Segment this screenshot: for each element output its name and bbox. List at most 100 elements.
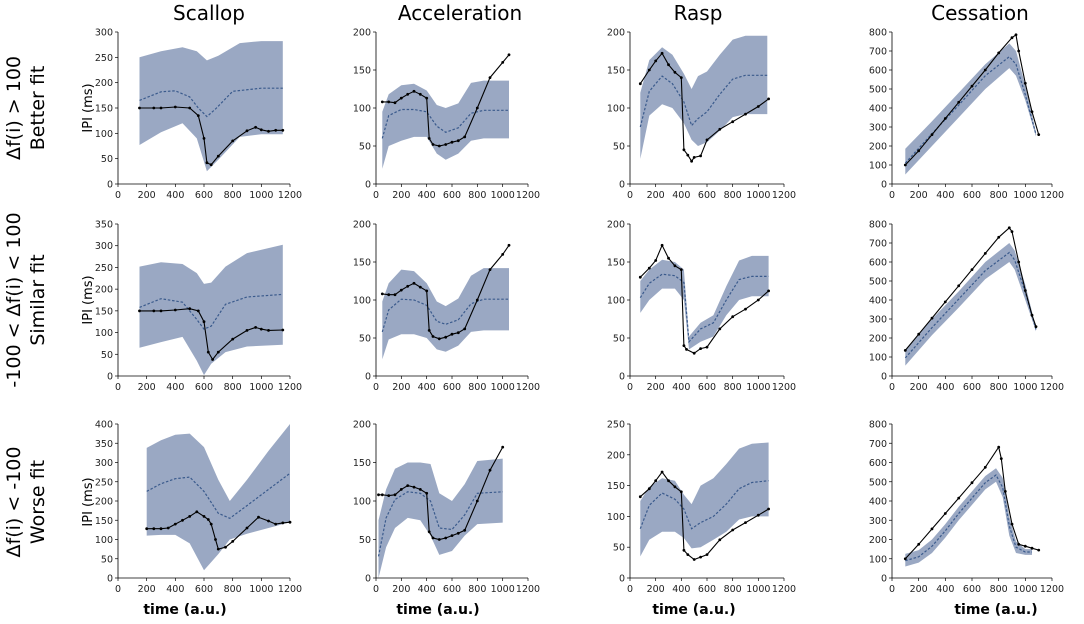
observed-point — [202, 320, 206, 324]
x-tick-label: 1200 — [516, 190, 540, 201]
observed-point — [917, 332, 921, 336]
model-mean-line — [139, 293, 283, 330]
x-tick-label: 0 — [627, 190, 633, 201]
y-tick-label: 150 — [607, 481, 625, 492]
observed-point — [152, 527, 156, 531]
y-tick-label: 300 — [95, 458, 113, 469]
y-tick-label: 700 — [869, 47, 887, 58]
observed-point — [444, 536, 448, 540]
observed-point — [387, 494, 391, 497]
observed-point — [1010, 230, 1014, 234]
observed-point — [152, 106, 156, 110]
observed-point — [756, 298, 760, 302]
x-tick-label: 600 — [698, 190, 716, 201]
observed-point — [667, 63, 670, 67]
observed-point — [660, 243, 664, 247]
observed-point — [685, 348, 688, 351]
observed-point — [431, 143, 435, 146]
x-tick-label: 800 — [468, 584, 486, 595]
y-tick-label: 0 — [881, 180, 887, 191]
observed-point — [686, 153, 690, 157]
observed-point — [756, 513, 760, 517]
observed-point — [1037, 548, 1041, 552]
x-tick-label: 800 — [990, 584, 1008, 595]
observed-point — [475, 298, 479, 302]
y-tick-label: 800 — [869, 220, 887, 231]
x-tick-label: 1000 — [491, 584, 515, 595]
x-tick-label: 400 — [418, 584, 436, 595]
observed-point — [267, 129, 270, 133]
observed-point — [692, 351, 696, 355]
col-title-scallop: Scallop — [173, 1, 245, 25]
x-tick-label: 800 — [224, 382, 242, 393]
observed-line — [904, 226, 1037, 351]
observed-point — [930, 527, 934, 531]
y-tick-label: 100 — [869, 554, 887, 565]
y-tick-label: 0 — [365, 372, 371, 383]
observed-point — [1010, 36, 1014, 40]
y-tick-label: 400 — [95, 420, 113, 431]
y-tick-label: 0 — [619, 180, 625, 191]
x-tick-label: 800 — [724, 584, 742, 595]
x-tick-label: 0 — [373, 382, 379, 393]
observed-point — [281, 128, 285, 132]
observed-point — [431, 536, 435, 540]
confidence-band — [640, 255, 769, 350]
observed-point — [399, 488, 403, 491]
observed-point — [450, 534, 454, 537]
y-tick-label: 100 — [607, 296, 625, 307]
model-mean-line — [904, 55, 1037, 164]
observed-point — [930, 133, 934, 137]
x-tick-label: 0 — [889, 584, 895, 595]
observed-point — [903, 163, 907, 167]
y-tick-label: 150 — [353, 66, 371, 77]
y-tick-label: 200 — [353, 28, 371, 39]
observed-point — [188, 515, 192, 518]
observed-point — [427, 137, 431, 140]
observed-point — [1037, 133, 1041, 137]
observed-point — [412, 281, 416, 285]
y-tick-label: 200 — [869, 142, 887, 153]
y-tick-label: 0 — [107, 574, 113, 585]
x-tick-label: 400 — [936, 584, 954, 595]
x-tick-label: 800 — [468, 382, 486, 393]
row-label-similar-line1: -100 < Δf(i) < 100 — [3, 212, 25, 387]
x-tick-label: 0 — [889, 190, 895, 201]
observed-point — [463, 135, 467, 139]
xlabel-col1: time (a.u.) — [143, 602, 226, 618]
observed-point — [970, 268, 974, 271]
observed-point — [1007, 226, 1011, 230]
x-tick-label: 400 — [672, 584, 690, 595]
x-tick-label: 800 — [724, 190, 742, 201]
observed-point — [1034, 325, 1038, 328]
x-tick-label: 0 — [115, 584, 121, 595]
y-tick-label: 300 — [869, 315, 887, 326]
observed-point — [501, 61, 505, 64]
y-tick-label: 0 — [365, 180, 371, 191]
x-tick-label: 800 — [724, 382, 742, 393]
observed-point — [943, 117, 947, 120]
panel-r3-rasp: 0 200 400 600 800 1000 1200 0 50 100 150 200 250 — [607, 420, 796, 596]
x-tick-label: 400 — [672, 382, 690, 393]
observed-point — [456, 531, 460, 535]
y-tick-label: 100 — [353, 296, 371, 307]
y-tick-label: 100 — [353, 104, 371, 115]
observed-point — [257, 515, 260, 519]
y-tick-label: 100 — [869, 353, 887, 364]
observed-point — [406, 484, 410, 487]
observed-point — [1030, 546, 1034, 550]
observed-point — [673, 485, 677, 489]
x-tick-label: 1200 — [278, 584, 302, 595]
observed-point — [957, 496, 961, 500]
observed-point — [997, 51, 1001, 55]
observed-point — [463, 327, 467, 331]
x-tick-label: 1200 — [772, 382, 796, 393]
x-tick-label: 1000 — [249, 584, 273, 595]
panel-r2-scallop: 0 200 400 600 800 1000 1200 0 50 100 150 200 250 300 3… — [95, 220, 302, 394]
x-tick-label: 0 — [627, 382, 633, 393]
x-tick-label: 200 — [138, 382, 156, 393]
observed-point — [488, 468, 492, 472]
panel-r3-scallop: 0 200 400 600 800 1000 1200 0 50 100 150 200 250 300 3… — [95, 420, 302, 596]
ylabel-row3: IPI (ms) — [81, 477, 96, 526]
y-tick-label: 0 — [619, 372, 625, 383]
